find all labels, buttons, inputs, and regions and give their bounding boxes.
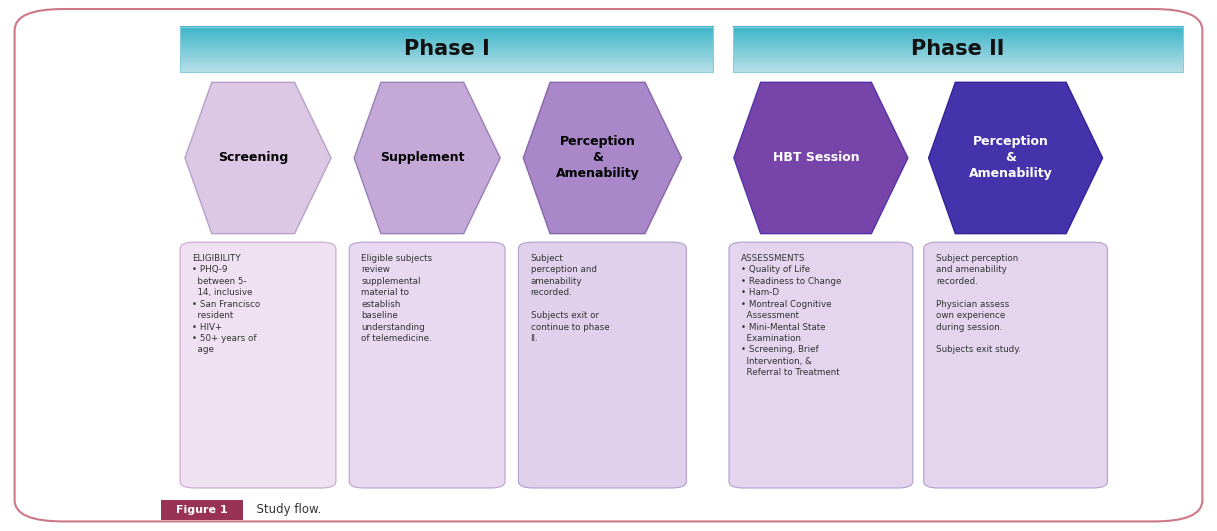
Text: Perception
&
Amenability: Perception & Amenability xyxy=(556,135,639,181)
Text: Figure 1: Figure 1 xyxy=(176,505,228,515)
FancyBboxPatch shape xyxy=(180,242,336,488)
Text: Perception
&
Amenability: Perception & Amenability xyxy=(969,135,1053,181)
Bar xyxy=(161,500,243,520)
FancyBboxPatch shape xyxy=(349,242,505,488)
Bar xyxy=(733,27,1183,72)
Text: HBT Session: HBT Session xyxy=(773,151,859,165)
Text: Screening: Screening xyxy=(218,151,288,165)
Text: Subject
perception and
amenability
recorded.

Subjects exit or
continue to phase: Subject perception and amenability recor… xyxy=(531,254,610,343)
FancyBboxPatch shape xyxy=(729,242,913,488)
Text: Eligible subjects
review
supplemental
material to
establish
baseline
understandi: Eligible subjects review supplemental ma… xyxy=(361,254,432,343)
Polygon shape xyxy=(185,82,331,234)
Polygon shape xyxy=(523,82,682,234)
Text: Study flow.: Study flow. xyxy=(249,503,321,516)
FancyBboxPatch shape xyxy=(924,242,1107,488)
Text: Phase II: Phase II xyxy=(912,39,1004,59)
Text: Phase I: Phase I xyxy=(404,39,489,59)
Text: ASSESSMENTS
• Quality of Life
• Readiness to Change
• Ham-D
• Montreal Cognitive: ASSESSMENTS • Quality of Life • Readines… xyxy=(741,254,841,378)
Polygon shape xyxy=(734,82,908,234)
Text: ELIGIBILITY
• PHQ-9
  between 5-
  14, inclusive
• San Francisco
  resident
• HI: ELIGIBILITY • PHQ-9 between 5- 14, inclu… xyxy=(192,254,260,354)
Polygon shape xyxy=(354,82,500,234)
Text: Supplement: Supplement xyxy=(380,151,465,165)
FancyBboxPatch shape xyxy=(518,242,686,488)
Polygon shape xyxy=(929,82,1103,234)
Text: Subject perception
and amenability
recorded.

Physician assess
own experience
du: Subject perception and amenability recor… xyxy=(936,254,1021,354)
Bar xyxy=(180,27,713,72)
FancyBboxPatch shape xyxy=(15,9,1202,521)
